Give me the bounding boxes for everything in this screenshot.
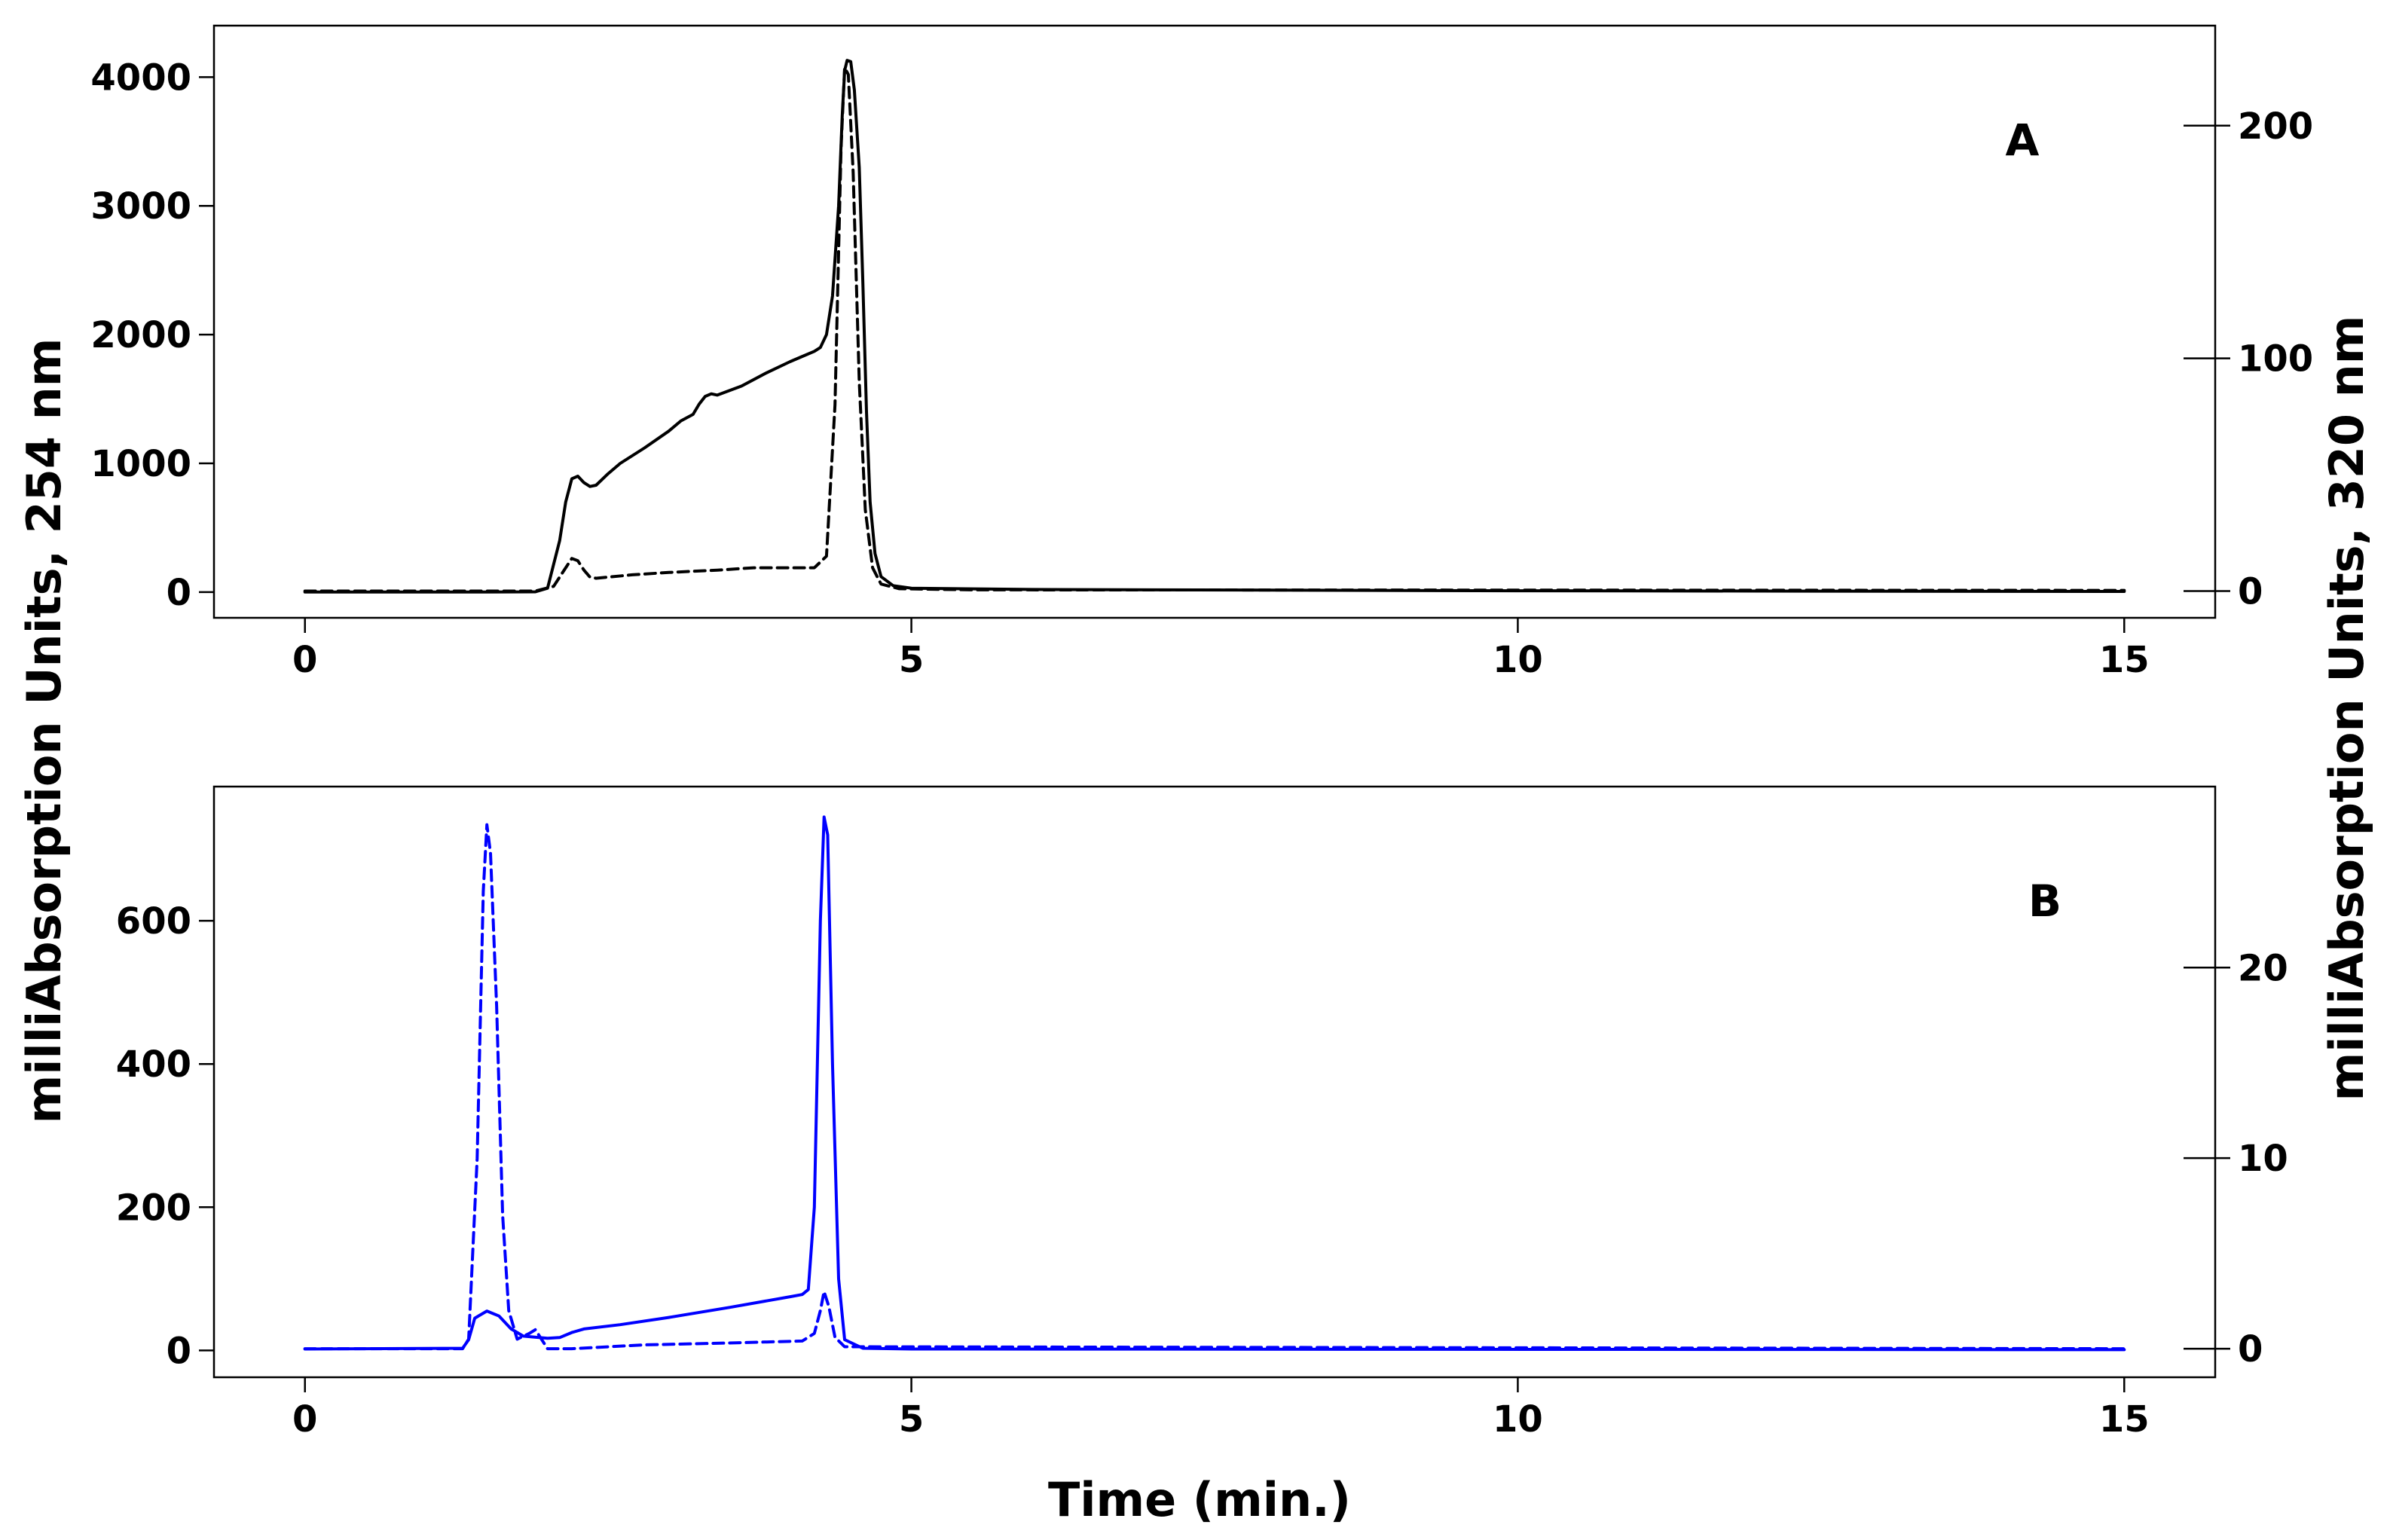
panel-b-right-y-tick-label: 20 — [2238, 947, 2288, 989]
panel-a-dashed-trace — [303, 66, 2126, 593]
panel-a-right-y-tick-label: 0 — [2238, 570, 2263, 613]
panel-a-right-y-tick-label: 100 — [2238, 338, 2313, 380]
panel-a-x-tick-label: 5 — [899, 639, 924, 681]
panel-a-x-tick-label: 10 — [1493, 639, 1543, 681]
panel-b-x-tick-label: 5 — [899, 1398, 924, 1441]
panel-b-right-y-tick-label: 0 — [2238, 1328, 2263, 1370]
panel-a-frame — [212, 24, 2217, 619]
panel-a-x-tick-label: 0 — [292, 639, 317, 681]
panel-a-left-y-tick-label: 0 — [167, 572, 191, 614]
panel-b-left-y-tick-label: 200 — [116, 1187, 191, 1229]
panel-b-x-tick-label: 15 — [2099, 1398, 2150, 1441]
panel-a-right-y-tick-label: 200 — [2238, 105, 2313, 148]
panel-b-left-y-tick-label: 400 — [116, 1043, 191, 1086]
panel-b-dashed-trace — [303, 823, 2126, 1351]
panel-a-left-y-tick-label: 2000 — [90, 314, 191, 356]
panel-b-right-y-tick-label: 10 — [2238, 1138, 2288, 1180]
panel-a-left-y-tick-label: 1000 — [90, 443, 191, 485]
panel-a: 0 5 10 15 0 1000 2000 3000 4000 0 100 200 A — [90, 24, 2313, 681]
panel-b-left-y-tick-label: 0 — [167, 1330, 191, 1372]
panel-a-solid-trace — [303, 59, 2126, 594]
panel-b-letter: B — [2028, 875, 2061, 927]
panel-b-x-tick-label: 10 — [1493, 1398, 1543, 1441]
panel-a-left-y-tick-label: 4000 — [90, 57, 191, 99]
x-axis-title: Time (min.) — [1048, 1472, 1351, 1527]
panel-a-letter: A — [2006, 115, 2040, 166]
right-y-axis-title: milliAbsorption Units, 320 nm — [2319, 316, 2374, 1102]
panel-b-left-y-tick-label: 600 — [116, 900, 191, 943]
panel-b-solid-trace — [303, 815, 2126, 1352]
panel-a-left-y-tick-label: 3000 — [90, 185, 191, 228]
panel-b: 0 5 10 15 0 200 400 600 0 10 20 B — [116, 785, 2288, 1441]
left-y-axis-title: milliAbsorption Units, 254 nm — [17, 338, 72, 1124]
panel-b-x-tick-label: 0 — [292, 1398, 317, 1441]
panel-a-x-tick-label: 15 — [2099, 639, 2150, 681]
panel-b-frame — [212, 785, 2217, 1379]
